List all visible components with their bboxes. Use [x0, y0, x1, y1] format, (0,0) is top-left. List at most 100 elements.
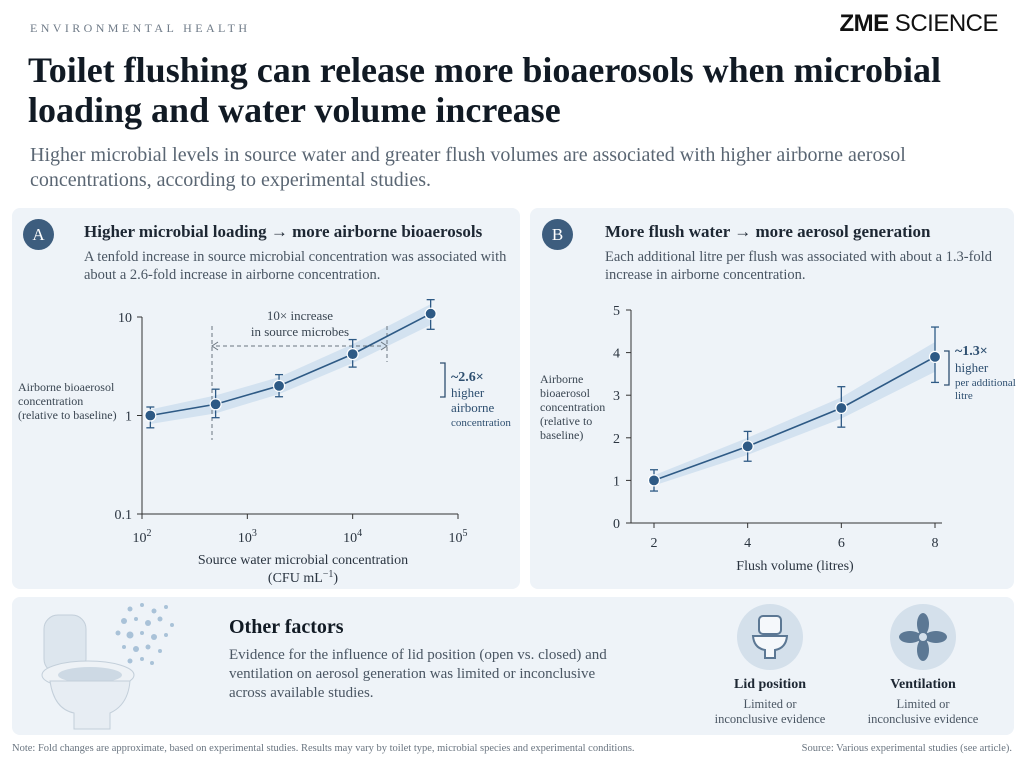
- x-tick-label: 103: [238, 528, 257, 546]
- y-axis-label-line: concentration: [18, 394, 83, 408]
- toilet-icon: [737, 604, 803, 670]
- factor-ventilation: Ventilation Limited or inconclusive evide…: [853, 604, 993, 727]
- x-axis-label: Source water microbial concentration: [198, 553, 408, 568]
- brand-logo-rest: SCIENCE: [888, 10, 999, 37]
- panel-a: [12, 208, 520, 589]
- panel-b-description: Each additional litre per flush was asso…: [605, 249, 992, 283]
- y-axis-label-line: (relative to baseline): [18, 408, 117, 422]
- x-axis-label: Flush volume (litres): [736, 559, 854, 574]
- panel-b-title: More flush water → more aerosol generati…: [605, 222, 931, 241]
- panel-b-badge: B: [542, 219, 573, 250]
- section-kicker: ENVIRONMENTAL HEALTH: [30, 21, 251, 35]
- x-tick-base: 10: [449, 531, 463, 546]
- brand-logo-bold: ZME: [839, 10, 889, 37]
- toilet-spray-illustration: [41, 603, 174, 730]
- annotation-line-2: higher: [955, 360, 989, 375]
- x-tick-base: 10: [133, 531, 147, 546]
- factor-note-line-2: inconclusive evidence: [714, 712, 826, 726]
- data-point: [647, 474, 661, 487]
- bracket-arrow-left: [211, 341, 219, 351]
- annotation-line-3: per additional: [955, 377, 1016, 389]
- y-tick-label: 0.1: [115, 508, 133, 523]
- y-tick-label: 1: [125, 410, 132, 425]
- y-axis-label-line: baseline): [540, 428, 583, 442]
- y-axis-label-line: Airborne: [540, 372, 583, 386]
- annotation-bracket: [440, 362, 446, 398]
- confidence-band: [150, 304, 431, 424]
- y-tick-label: 0: [613, 517, 620, 532]
- panel-a-title: Higher microbial loading → more airborne…: [84, 222, 483, 241]
- subheadline: Higher microbial levels in source water …: [30, 144, 906, 191]
- annotation-line-2: higher: [451, 385, 485, 400]
- y-axis-label-line: bioaerosol: [540, 386, 591, 400]
- footer-source: Source: Various experimental studies (se…: [801, 743, 1012, 754]
- x-tick-exponent: 2: [147, 528, 152, 539]
- x-axis-unit-close: ): [333, 571, 338, 586]
- y-tick-label: 5: [613, 304, 620, 319]
- annotation-line-4: concentration: [451, 417, 511, 429]
- annotation-line-3: airborne: [451, 400, 495, 415]
- y-axis-label-line: concentration: [540, 400, 605, 414]
- toilet-icon: [41, 614, 135, 730]
- factor-name: Lid position: [734, 677, 806, 692]
- bracket-arrow-right: [380, 341, 388, 351]
- x-tick-label: 8: [932, 536, 939, 551]
- panel-a-badge: A: [23, 219, 54, 250]
- x-axis-unit: (CFU mL−1): [268, 569, 338, 586]
- y-tick-label: 3: [613, 389, 620, 404]
- bracket-label-1: 10× increase: [267, 308, 333, 323]
- y-tick-label: 4: [613, 347, 620, 362]
- panel-other-factors: [12, 597, 1014, 735]
- confidence-band: [654, 341, 935, 486]
- aerosol-droplets: [115, 603, 174, 665]
- annotation-fold: ~1.3×: [955, 344, 988, 359]
- annotation-fold: ~2.6×: [451, 370, 484, 385]
- factor-note: Limited or inconclusive evidence: [853, 697, 993, 727]
- factor-note: Limited or inconclusive evidence: [700, 697, 840, 727]
- y-tick-label: 2: [613, 432, 620, 447]
- y-axis-label-line: Airborne bioaerosol: [18, 380, 115, 394]
- data-point: [209, 398, 222, 411]
- bracket-label-2: in source microbes: [251, 324, 349, 339]
- data-point: [928, 350, 942, 363]
- x-tick-base: 10: [238, 531, 252, 546]
- x-tick-label: 105: [449, 528, 468, 546]
- x-tick-label: 4: [744, 536, 751, 551]
- x-tick-label: 6: [838, 536, 845, 551]
- data-point: [272, 379, 286, 392]
- x-tick-exponent: 4: [357, 528, 362, 539]
- data-point: [346, 348, 359, 361]
- x-tick-exponent: 3: [252, 528, 257, 539]
- factor-note-line-1: Limited or: [743, 697, 797, 711]
- y-axis-label-line: (relative to: [540, 414, 592, 428]
- panel-b: [530, 208, 1014, 589]
- factor-lid-position: Lid position Limited or inconclusive evid…: [700, 604, 840, 727]
- headline: Toilet flushing can release more bioaero…: [28, 50, 942, 130]
- other-factors-description: Evidence for the influence of lid positi…: [229, 647, 607, 701]
- footer-note: Note: Fold changes are approximate, base…: [12, 743, 635, 754]
- x-tick-label: 2: [651, 536, 658, 551]
- factor-note-line-2: inconclusive evidence: [867, 712, 979, 726]
- y-tick-label: 10: [118, 311, 132, 326]
- data-point: [835, 401, 848, 415]
- panel-a-description: A tenfold increase in source microbial c…: [84, 249, 507, 283]
- data-point: [144, 409, 157, 422]
- fan-icon: [890, 604, 956, 670]
- data-point: [424, 307, 437, 320]
- annotation-line-4: litre: [955, 390, 973, 402]
- brand-logo[interactable]: ZME SCIENCE: [839, 10, 998, 38]
- factor-name: Ventilation: [890, 677, 956, 692]
- factor-note-line-1: Limited or: [896, 697, 950, 711]
- x-axis-unit-main: (CFU mL: [268, 571, 323, 586]
- other-factors-title: Other factors: [229, 616, 344, 638]
- data-point: [741, 440, 754, 453]
- x-tick-base: 10: [343, 531, 357, 546]
- series-line: [653, 356, 936, 482]
- x-axis-unit-exp: −1: [323, 569, 334, 580]
- y-tick-label: 1: [613, 474, 620, 489]
- x-tick-exponent: 5: [463, 528, 468, 539]
- annotation-bracket: [944, 350, 950, 386]
- x-tick-label: 102: [133, 528, 152, 546]
- x-tick-label: 104: [343, 528, 362, 546]
